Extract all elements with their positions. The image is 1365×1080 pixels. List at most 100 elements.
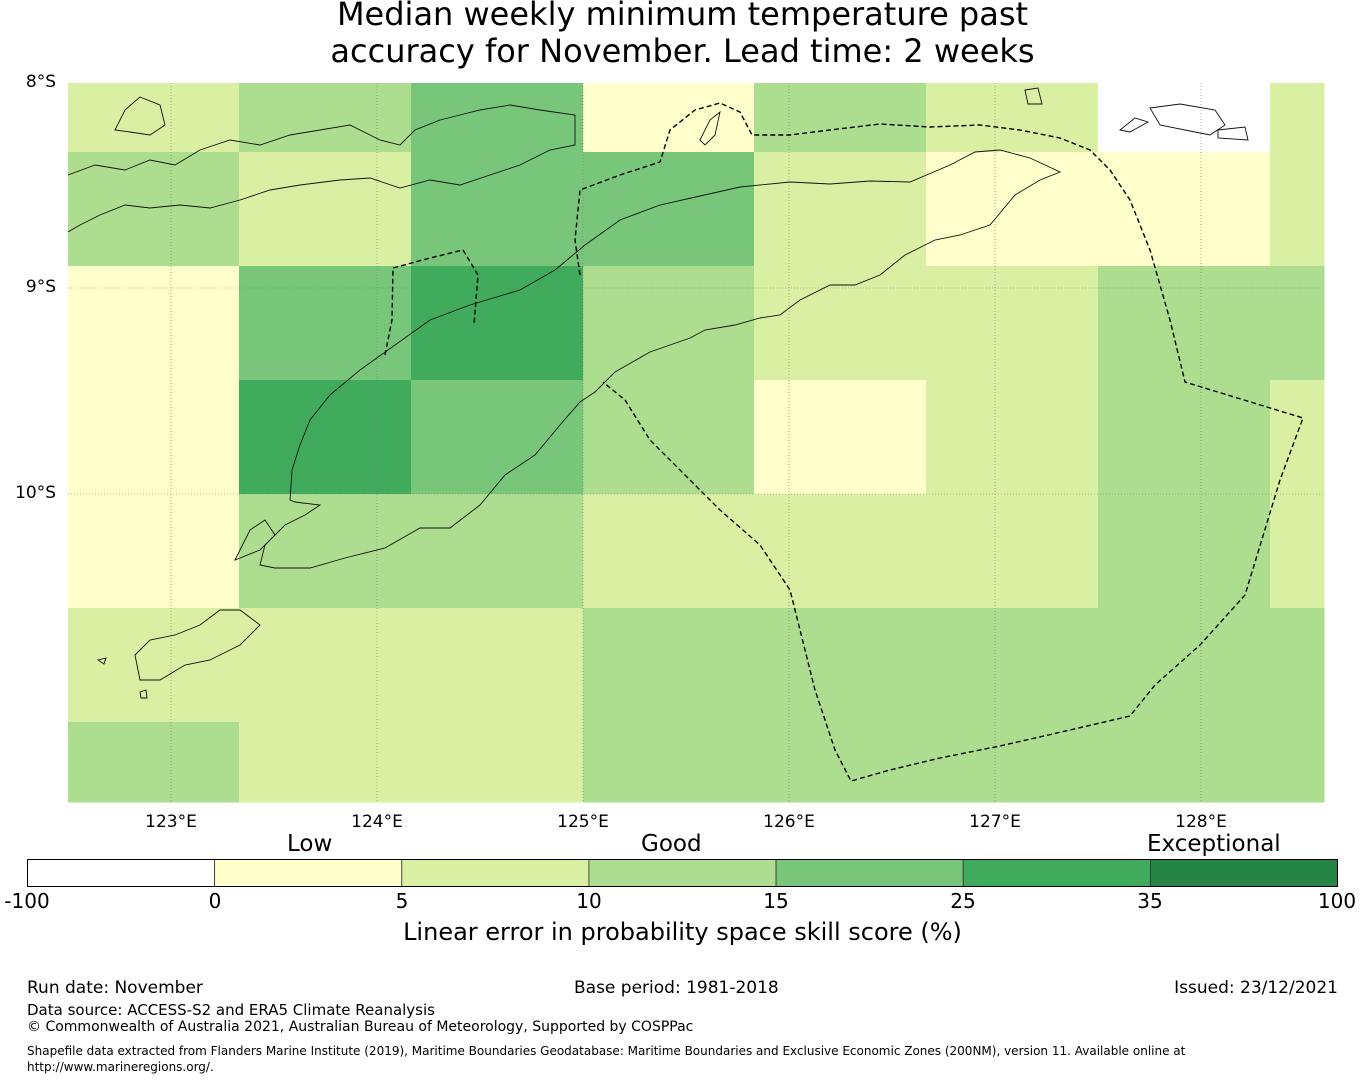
lon-label-127e: 127°E [969,812,1021,832]
lon-label-126e: 126°E [763,812,815,832]
grid-cell-r4-c2 [411,494,584,609]
grid-cell-r5-c4 [754,608,927,723]
grid-cell-r3-c0 [68,380,240,495]
grid-cell-r1-c6 [1098,152,1271,267]
map-panel [67,83,1325,803]
grid-cell-r0-c0 [68,83,240,153]
grid-cell-r1-c1 [239,152,412,267]
grid-cell-r4-c7 [1270,494,1325,609]
coastline-alor [114,96,166,136]
grid-cell-r0-c7 [1270,83,1325,153]
title-line-2: accuracy for November. Lead time: 2 week… [330,32,1035,70]
coastline-small-isle-3 [1024,87,1043,105]
grid-cell-r1-c7 [1270,152,1325,267]
colorbar-segment-3 [588,859,777,887]
grid-cell-r1-c2 [411,152,584,267]
grid-cell-r6-c6 [1098,722,1271,803]
grid-cell-r2-c5 [926,266,1099,381]
category-exceptional: Exceptional [1147,831,1281,857]
colorbar-segments [27,859,1338,887]
colorbar [27,859,1338,887]
grid-cell-r3-c2 [411,380,584,495]
grid-cell-r6-c3 [583,722,755,803]
colorbar-segment-4 [775,859,964,887]
tick-0: 0 [208,889,222,913]
title-line-1: Median weekly minimum temperature past [336,0,1029,33]
grid-cell-r4-c3 [583,494,755,609]
colorbar-segment-6 [1149,859,1338,887]
lon-label-123e: 123°E [145,812,197,832]
lat-label-10s: 10°S [15,483,56,503]
grid-cell-r0-c4 [754,83,927,153]
grid-cell-r6-c2 [411,722,584,803]
shapefile-credit: Shapefile data extracted from Flanders M… [27,1044,1186,1074]
grid-cell-r3-c1 [239,380,412,495]
base-period: Base period: 1981-2018 [574,978,779,998]
grid-cell-r5-c3 [583,608,755,723]
grid-cell-r3-c6 [1098,380,1271,495]
skill-grid [68,83,1325,803]
eez-boundary [384,102,1304,782]
coastline-rote [234,519,276,561]
lat-label-8s: 8°S [25,72,56,92]
grid-cell-r1-c5 [926,152,1099,267]
tick-35: 35 [1137,889,1163,913]
coastline-small-isle-2 [1217,126,1249,141]
grid-cell-r0-c6 [1098,83,1271,153]
grid-cell-r6-c4 [754,722,927,803]
grid-cell-r6-c1 [239,722,412,803]
grid-cell-r2-c0 [68,266,240,381]
colorbar-segment-2 [401,859,590,887]
tick-5: 5 [395,889,409,913]
grid-cell-r4-c6 [1098,494,1271,609]
lat-label-9s: 9°S [25,277,56,297]
coastline-sawu [134,609,261,681]
grid-cell-r4-c4 [754,494,927,609]
grid-cell-r1-c4 [754,152,927,267]
coastlines [67,87,1249,699]
eez-boundary-north [574,102,1304,782]
grid-cell-r2-c6 [1098,266,1271,381]
grid-cell-r0-c2 [411,83,584,153]
grid-cell-r3-c3 [583,380,755,495]
coastline-small-isle-1 [1118,117,1150,133]
grid-cell-r5-c0 [68,608,240,723]
chart-title: Median weekly minimum temperature past a… [0,0,1365,70]
grid-cell-r5-c2 [411,608,584,723]
grid-cell-r0-c5 [926,83,1099,153]
grid-cell-r6-c7 [1270,722,1325,803]
grid-cell-r0-c3 [583,83,755,153]
grid-cell-r5-c6 [1098,608,1271,723]
tick-minus-100: -100 [4,889,50,913]
colorbar-frame [27,859,1338,887]
grid-cell-r1-c3 [583,152,755,267]
colorbar-label: Linear error in probability space skill … [403,918,962,946]
tick-10: 10 [576,889,602,913]
colorbar-segment-1 [214,859,403,887]
grid-cell-r2-c7 [1270,266,1325,381]
eez-boundary-oecusse [384,249,479,356]
copyright: © Commonwealth of Australia 2021, Austra… [27,1019,694,1035]
lon-label-125e: 125°E [557,812,609,832]
coastline-dana [96,657,107,665]
lon-label-124e: 124°E [351,812,403,832]
gridlines [68,83,1324,802]
tick-100: 100 [1317,889,1357,913]
coastline-ndana [139,689,148,699]
coastline-atauro [699,110,721,146]
colorbar-segment-5 [962,859,1151,887]
grid-cell-r3-c5 [926,380,1099,495]
data-source: Data source: ACCESS-S2 and ERA5 Climate … [27,1001,435,1019]
grid-cell-r3-c7 [1270,380,1325,495]
tick-25: 25 [950,889,976,913]
tick-15: 15 [763,889,789,913]
category-low: Low [287,831,333,857]
category-good: Good [641,831,702,857]
grid-cell-r4-c5 [926,494,1099,609]
grid-cell-r5-c1 [239,608,412,723]
grid-cell-r2-c3 [583,266,755,381]
coastline-wetar [1149,103,1226,136]
grid-cell-r3-c4 [754,380,927,495]
grid-cell-r6-c0 [68,722,240,803]
grid-cell-r1-c0 [68,152,240,267]
